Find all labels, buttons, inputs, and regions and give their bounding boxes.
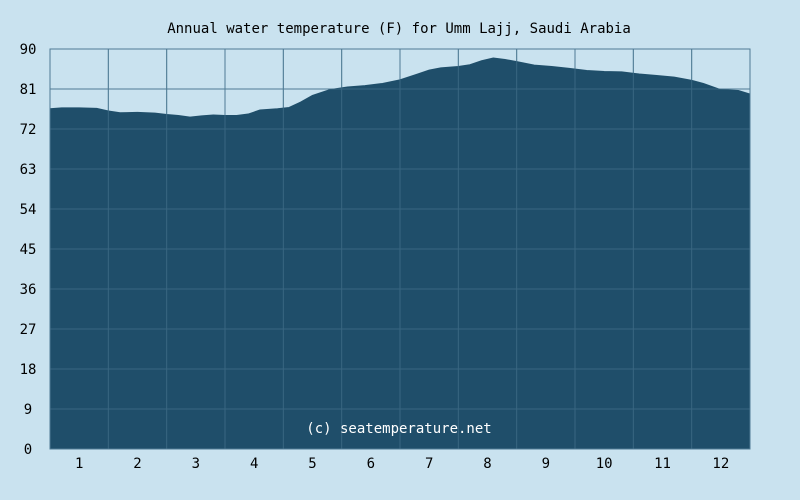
x-tick-label: 8 <box>483 456 491 472</box>
y-tick-label: 54 <box>20 202 37 218</box>
grid-overlay <box>49 48 751 450</box>
x-axis: 1 2 3 4 5 6 7 8 9 10 11 12 <box>75 456 729 472</box>
x-tick-label: 11 <box>654 456 671 472</box>
x-tick-label: 7 <box>425 456 433 472</box>
x-tick-label: 10 <box>596 456 613 472</box>
x-tick-label: 12 <box>712 456 729 472</box>
x-tick-label: 1 <box>75 456 83 472</box>
y-tick-label: 72 <box>20 122 37 138</box>
y-tick-label: 45 <box>20 242 37 258</box>
y-tick-label: 0 <box>24 442 32 458</box>
x-tick-label: 2 <box>133 456 141 472</box>
chart-title: Annual water temperature (F) for Umm Laj… <box>167 21 631 37</box>
x-tick-label: 5 <box>308 456 316 472</box>
y-axis: 0 9 18 27 36 45 54 63 72 81 90 <box>20 42 37 458</box>
y-tick-label: 63 <box>20 162 37 178</box>
y-tick-label: 90 <box>20 42 37 58</box>
y-tick-label: 81 <box>20 82 37 98</box>
watermark: (c) seatemperature.net <box>306 421 491 437</box>
x-tick-label: 9 <box>542 456 550 472</box>
x-tick-label: 6 <box>367 456 375 472</box>
plot-border <box>49 48 751 450</box>
x-tick-label: 3 <box>192 456 200 472</box>
x-tick-label: 4 <box>250 456 258 472</box>
y-tick-label: 9 <box>24 402 32 418</box>
y-tick-label: 27 <box>20 322 37 338</box>
y-tick-label: 18 <box>20 362 37 378</box>
y-tick-label: 36 <box>20 282 37 298</box>
